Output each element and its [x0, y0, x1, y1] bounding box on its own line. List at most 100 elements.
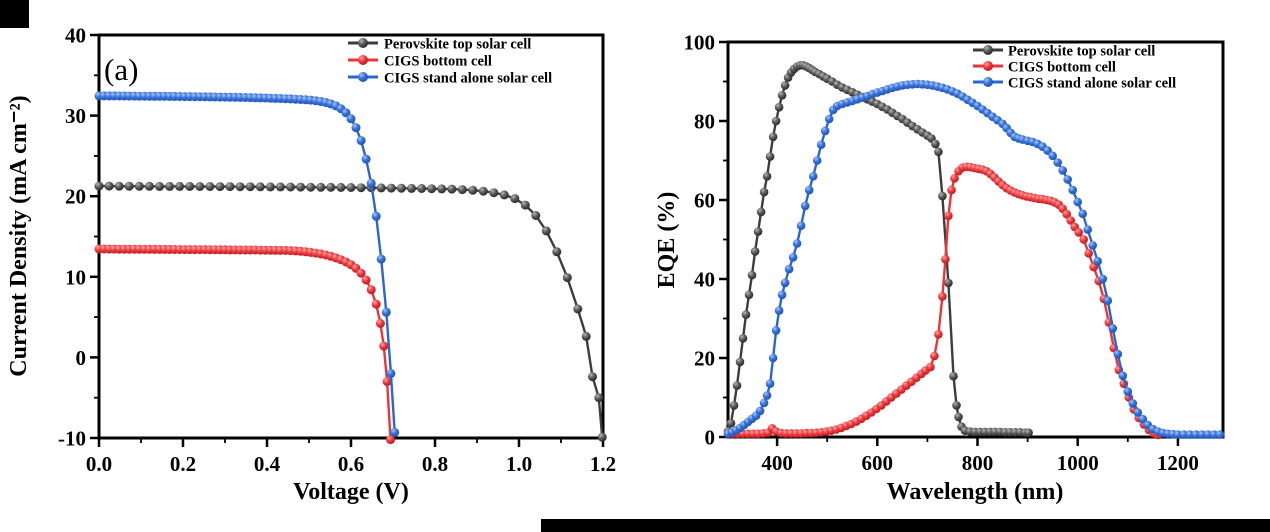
data-point-marker — [812, 156, 822, 165]
data-point-marker — [938, 292, 947, 301]
y-tick-label: 20 — [694, 347, 715, 371]
jv-y-axis-title: Current Density (mA cm⁻²) — [6, 95, 32, 376]
data-point-marker — [759, 187, 769, 197]
data-point-marker — [952, 401, 961, 410]
y-tick-label: 0 — [705, 426, 716, 450]
data-point-marker — [417, 184, 427, 193]
data-point-marker — [366, 285, 376, 295]
data-point-marker — [447, 184, 457, 194]
series-cigs-bottom-cell — [94, 244, 395, 445]
data-point-marker — [954, 412, 963, 422]
data-point-marker — [1093, 256, 1102, 266]
data-point-marker — [382, 377, 392, 387]
data-point-marker — [185, 181, 195, 191]
data-point-marker — [771, 116, 781, 126]
data-point-marker — [1068, 185, 1077, 195]
data-point-marker — [245, 182, 255, 192]
data-point-marker — [729, 401, 739, 410]
x-tick-label: 600 — [862, 451, 894, 475]
data-point-marker — [1066, 216, 1075, 225]
y-tick-label: 80 — [694, 110, 715, 134]
data-point-marker — [756, 207, 766, 217]
eqe-y-axis-title: EQE (%) — [654, 192, 680, 289]
data-point-marker — [762, 172, 772, 181]
data-point-marker — [594, 393, 604, 403]
series-line — [99, 247, 392, 440]
data-point-marker — [381, 307, 391, 317]
data-point-marker — [427, 184, 437, 194]
series-perovskite-top-solar-cell — [94, 181, 607, 442]
data-point-marker — [375, 319, 385, 328]
data-point-marker — [275, 182, 285, 192]
data-point-marker — [356, 136, 366, 146]
y-tick-label: 0 — [76, 346, 87, 370]
data-point-marker — [255, 182, 265, 192]
data-point-marker — [1123, 387, 1133, 396]
data-point-marker — [780, 278, 790, 288]
x-tick-label: 1.0 — [506, 452, 532, 476]
legend-entry: CIGS bottom cell — [348, 54, 492, 70]
data-point-marker — [562, 273, 572, 283]
jv-panel-label: (a) — [104, 52, 138, 87]
data-point-marker — [1098, 274, 1108, 284]
data-point-marker — [804, 185, 814, 195]
data-point-marker — [499, 190, 509, 200]
data-point-marker — [780, 81, 790, 90]
x-tick-label: 1000 — [1057, 451, 1099, 475]
data-point-marker — [765, 152, 775, 161]
data-point-marker — [489, 188, 499, 198]
legend-entry: CIGS stand alone solar cell — [348, 71, 552, 87]
data-point-marker — [124, 181, 134, 191]
legend-marker-sample — [983, 45, 993, 55]
data-point-marker — [792, 239, 802, 248]
data-point-marker — [1128, 399, 1138, 408]
data-point-marker — [1113, 349, 1123, 359]
x-tick-label: 800 — [962, 451, 994, 475]
data-point-marker — [114, 181, 124, 191]
legend-marker-sample — [983, 77, 993, 87]
data-point-marker — [541, 226, 551, 236]
eqe-plot: 400 600 800 1000 1200 100 80 60 40 20 0 Perovskite … — [684, 31, 1225, 475]
series-cigs-stand-alone-solar-cell — [723, 79, 1225, 439]
y-tick-label: -10 — [58, 427, 86, 451]
eqe-x-axis-title: Wavelength (nm) — [887, 479, 1064, 505]
data-point-marker — [366, 178, 376, 188]
data-point-marker — [1058, 166, 1067, 175]
data-point-marker — [1138, 414, 1148, 424]
data-point-marker — [938, 191, 947, 201]
data-point-marker — [356, 268, 366, 278]
x-tick-label: 0.8 — [422, 452, 448, 476]
data-point-marker — [735, 357, 745, 367]
data-point-marker — [1103, 296, 1113, 306]
data-point-marker — [356, 183, 366, 193]
legend-entry: CIGS bottom cell — [973, 60, 1116, 76]
data-point-marker — [351, 123, 361, 133]
data-point-marker — [1203, 430, 1213, 439]
data-point-marker — [950, 174, 959, 183]
data-point-marker — [750, 247, 760, 256]
legend-label: CIGS bottom cell — [1008, 60, 1116, 76]
legend-label: CIGS stand alone solar cell — [1008, 76, 1176, 92]
data-point-marker — [316, 182, 326, 192]
data-point-marker — [573, 304, 583, 314]
data-point-marker — [235, 182, 245, 192]
legend-entry: Perovskite top solar cell — [348, 37, 531, 53]
data-point-marker — [1083, 225, 1092, 234]
data-point-marker — [371, 211, 381, 221]
data-point-marker — [765, 379, 775, 389]
data-point-marker — [774, 306, 784, 315]
data-point-marker — [175, 181, 185, 191]
data-point-marker — [824, 114, 834, 124]
x-tick-label: 1.2 — [590, 452, 616, 476]
data-point-marker — [1179, 430, 1189, 439]
data-point-marker — [265, 182, 275, 192]
data-point-marker — [1053, 158, 1062, 167]
data-point-marker — [195, 182, 205, 191]
data-point-marker — [753, 227, 763, 236]
data-point-marker — [552, 247, 562, 257]
data-point-marker — [768, 132, 778, 142]
y-tick-label: 40 — [65, 24, 86, 48]
data-point-marker — [296, 182, 306, 192]
